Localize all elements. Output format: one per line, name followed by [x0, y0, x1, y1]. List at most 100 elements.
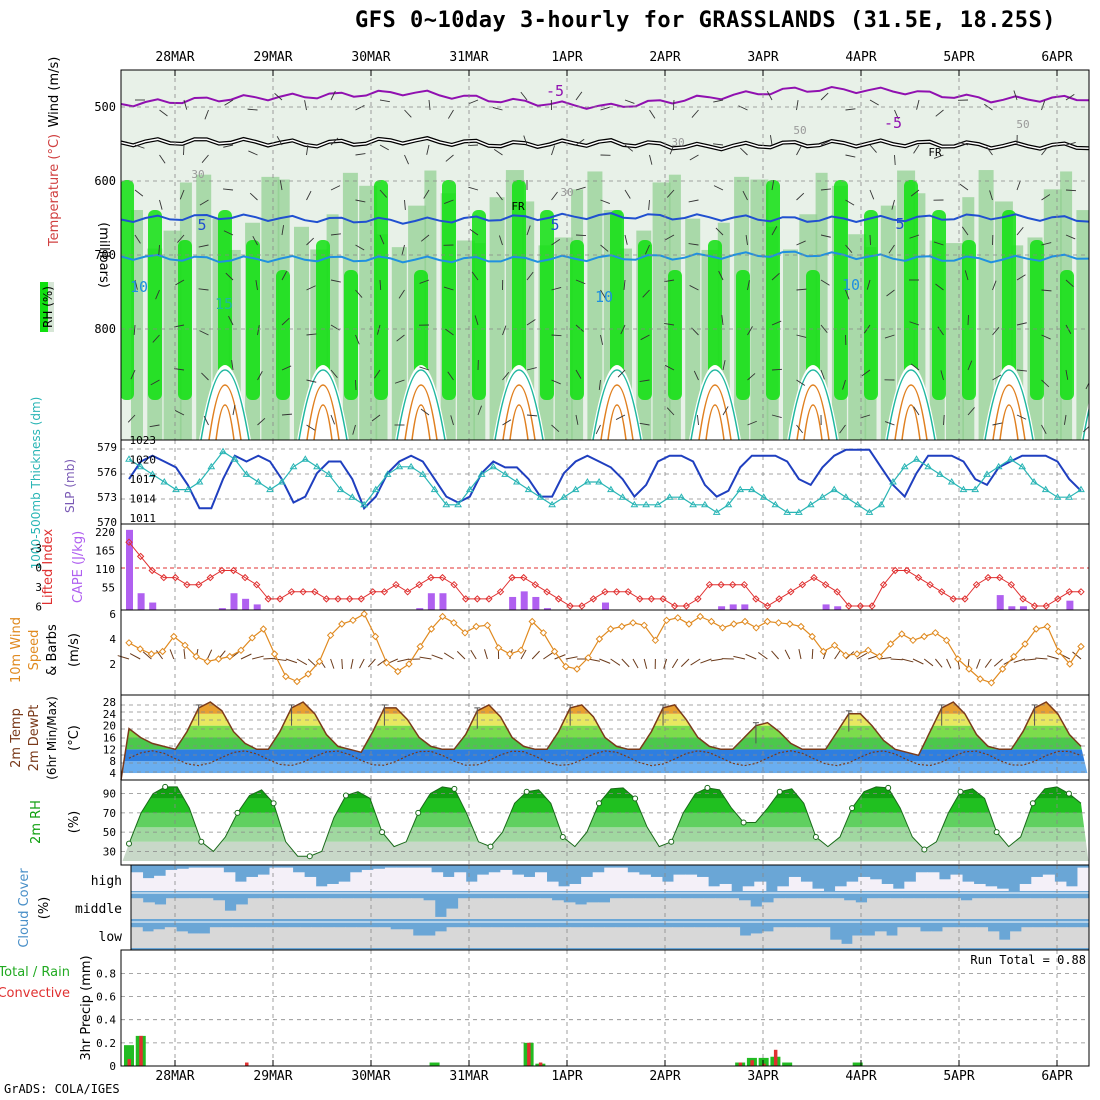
- thickness-tick-label: 576: [97, 466, 117, 479]
- lifted-index-marker: [1030, 602, 1039, 610]
- wind-barb: [811, 648, 814, 660]
- wind-speed-marker: [942, 636, 951, 645]
- upper-wind-barb: [1013, 90, 1018, 101]
- upper-wind-barb: [796, 334, 807, 338]
- cloud-clear-block: [867, 898, 880, 919]
- cloud-clear-block: [927, 872, 940, 891]
- upper-wind-barb: [379, 189, 388, 198]
- upper-wind-barb: [1016, 274, 1026, 281]
- cloud-clear-block: [615, 867, 628, 891]
- upper-wind-barb: [839, 424, 846, 434]
- upper-wind-barb: [642, 289, 650, 298]
- thickness-marker: [712, 508, 721, 515]
- contour-label: 30: [191, 168, 204, 181]
- upper-wind-barb: [820, 234, 831, 238]
- upper-wind-barb: [575, 414, 579, 425]
- rh-legend-swatch-light: [48, 282, 54, 332]
- upper-wind-barb: [986, 146, 993, 156]
- thickness-marker: [1018, 462, 1027, 470]
- cloud-clear-block: [950, 874, 963, 891]
- rh-mid-patch: [1076, 210, 1089, 440]
- lifted-index-marker: [763, 602, 772, 610]
- upper-wind-barb: [526, 271, 534, 281]
- upper-wind-barb: [467, 144, 479, 146]
- lifted-index-marker: [647, 595, 656, 603]
- wind-speed-marker: [427, 625, 436, 633]
- upper-wind-barb: [796, 145, 802, 156]
- upper-wind-barb: [376, 324, 381, 335]
- upper-wind-barb: [1091, 155, 1100, 159]
- cape-tick-label: 220: [95, 526, 115, 539]
- temp-tick-label: 24: [103, 708, 117, 721]
- iso20-dome: [502, 384, 536, 440]
- lifted-index-marker: [995, 573, 1004, 582]
- wind-speed-marker: [338, 620, 346, 628]
- thickness-marker: [595, 478, 603, 485]
- upper-wind-barb: [175, 279, 185, 286]
- cape-tick-label: 165: [95, 545, 115, 558]
- wind-speed-marker: [371, 632, 380, 641]
- upper-wind-barb: [496, 191, 503, 201]
- upper-wind-barb: [575, 279, 586, 285]
- iso25-dome: [607, 404, 627, 440]
- upper-wind-barb: [910, 363, 920, 371]
- lifted-index-marker: [833, 588, 841, 596]
- rh-mid-patch: [1093, 249, 1100, 440]
- wind-barb: [531, 650, 540, 660]
- cloud-clear-block: [412, 935, 425, 948]
- cloud-clear-block: [367, 927, 380, 948]
- cloud-clear-block: [1055, 927, 1067, 948]
- cloud-clear-block: [610, 898, 623, 919]
- upper-wind-barb: [624, 234, 628, 245]
- thickness-marker: [571, 485, 580, 493]
- upper-wind-barb: [649, 154, 653, 165]
- dewpoint-line: [128, 750, 1082, 767]
- wind-speed-marker: [629, 619, 637, 627]
- upper-wind-barb: [445, 154, 454, 162]
- upper-wind-barb: [940, 370, 944, 381]
- upper-wind-barb: [640, 334, 650, 341]
- upper-wind-barb: [281, 270, 288, 281]
- rh-marker: [668, 838, 675, 845]
- upper-wind-barb: [713, 99, 724, 103]
- upper-wind-barb: [198, 244, 209, 248]
- rh-marker: [451, 785, 458, 792]
- iso20-dome: [600, 384, 634, 440]
- lifted-index-marker: [949, 595, 958, 603]
- cloud-clear-block: [627, 872, 640, 891]
- thickness-line: [128, 450, 1082, 514]
- cloud-clear-block: [831, 898, 845, 919]
- temp-legend-label: Temperature (°C): [47, 134, 62, 247]
- thickness-marker: [160, 478, 169, 485]
- upper-wind-barb: [820, 188, 831, 191]
- precip-tick-label: 0.2: [96, 1037, 116, 1050]
- upper-wind-barb: [551, 334, 562, 337]
- thickness-marker: [983, 470, 991, 477]
- wind-speed-marker: [270, 650, 279, 658]
- cloud-clear-block: [198, 933, 211, 948]
- lifted-ylabel: Lifted Index: [41, 528, 56, 605]
- top-date-label: 2APR: [649, 50, 680, 65]
- upper-wind-barb: [600, 106, 611, 111]
- top-date-label: 30MAR: [351, 50, 390, 65]
- cape-bar: [1019, 606, 1027, 610]
- cloud-clear-block: [696, 876, 709, 891]
- cloud-clear-block: [165, 869, 178, 891]
- upper-wind-barb: [742, 190, 748, 201]
- rh-mid-patch: [652, 182, 671, 440]
- upper-wind-barb: [935, 283, 944, 291]
- cloud-clear-block: [329, 898, 342, 919]
- lifted-index-marker: [299, 588, 307, 596]
- cloud-clear-block: [626, 927, 639, 948]
- cloud-clear-block: [855, 902, 868, 919]
- cloud-clear-block: [987, 931, 1000, 948]
- cloud-clear-block: [1010, 931, 1022, 948]
- upper-wind-barb: [693, 370, 699, 381]
- lifted-index-marker: [322, 595, 331, 603]
- cloud-clear-block: [271, 898, 284, 919]
- upper-wind-barb: [600, 244, 609, 252]
- wind-speed-marker: [326, 631, 335, 640]
- rh-marker: [270, 800, 277, 807]
- cloud-level-label: high: [91, 874, 122, 889]
- upper-wind-barb: [420, 408, 430, 416]
